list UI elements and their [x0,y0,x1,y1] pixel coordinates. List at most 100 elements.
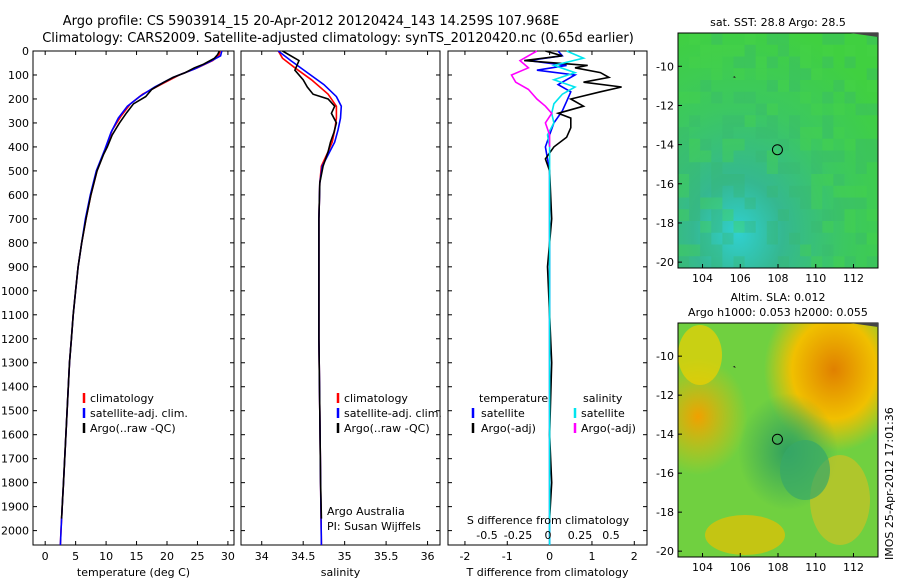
sst-pixel [833,103,845,116]
sst-pixel [722,127,734,139]
argo-position-marker [771,433,783,445]
sst-pixel [766,80,778,92]
legend-label: Argo(-adj) [581,422,636,435]
sst-pixel [833,256,845,268]
y-tick-label: 100 [8,69,29,82]
sst-pixel [766,56,778,69]
sst-pixel [722,150,734,163]
x-tick-label: 0 [546,550,553,563]
sst-pixel [822,244,834,257]
y-tick-label: -20 [656,545,674,558]
sst-pixel [855,185,867,198]
sst-pixel [789,185,801,198]
x-tick-label: 34.5 [291,550,316,563]
plot-frame [447,50,648,546]
sst-pixel [855,138,867,151]
sst-pixel [733,174,745,186]
sst-pixel [833,209,845,221]
sst-pixel [800,244,812,257]
sst-pixel [678,91,690,104]
x-axis-label: salinity [321,566,361,579]
x-tick-label: 110 [805,272,826,285]
x-tick-label: 10 [99,550,113,563]
sst-pixel [689,115,701,127]
sst-pixel [711,244,723,257]
sst-pixel [844,197,856,210]
sst-pixel [678,127,690,139]
y-tick-label: -10 [656,350,674,363]
sst-pixel [822,33,834,45]
sst-pixel [811,103,823,116]
y-tick-label: 1700 [1,453,29,466]
sst-pixel [844,185,856,198]
x-tick-label: 112 [843,272,864,285]
x-tick-label: 106 [730,561,751,574]
secondary-tick-label: -0.5 [476,529,497,542]
sst-pixel [711,44,723,57]
series-line [282,50,338,519]
x-tick-label: 15 [130,550,144,563]
sst-pixel [689,162,701,174]
plot-frame [240,50,441,546]
sst-pixel [800,68,812,80]
sst-pixel [744,33,756,45]
y-tick-label: 1300 [1,357,29,370]
sst-pixel [777,209,789,221]
y-tick-label: 0 [22,45,29,58]
sst-pixel [822,127,834,139]
argo-position-marker [771,144,783,156]
sst-pixel [866,138,878,151]
x-tick-label: 36 [421,550,435,563]
sst-pixel [678,209,690,221]
sst-pixel [700,244,712,257]
sst-pixel [844,209,856,221]
x-tick-label: 20 [160,550,174,563]
sst-pixel [733,91,745,104]
sst-pixel [822,221,834,233]
x-tick-label: 1 [588,550,595,563]
sst-pixel [866,232,878,245]
sst-pixel [822,115,834,127]
sst-pixel [711,197,723,210]
sst-pixel [733,68,745,80]
sst-pixel [766,221,778,233]
sst-pixel [744,197,756,210]
coast-mark [850,323,878,327]
sst-pixel [744,56,756,69]
sst-pixel [833,80,845,92]
sst-pixel [822,91,834,104]
sst-pixel [689,197,701,210]
legend-label: satellite [581,407,625,420]
sst-pixel [711,33,723,45]
legend-label: salinity [583,392,623,405]
sst-pixel [689,56,701,69]
sst-pixel [700,197,712,210]
sst-pixel [722,209,734,221]
sst-pixel [733,221,745,233]
x-tick-label: 112 [843,561,864,574]
sst-pixel [755,127,767,139]
y-tick-label: 500 [8,165,29,178]
sst-pixel [722,115,734,127]
sst-pixel [766,127,778,139]
y-tick-label: -14 [656,139,674,152]
map-title-line2: Argo h1000: 0.053 h2000: 0.055 [688,306,868,319]
x-tick-label: 35 [338,550,352,563]
y-tick-label: 1000 [1,285,29,298]
sst_map: sat. SST: 28.8 Argo: 28.5 104 106 108 110 112… [656,16,879,285]
sst-pixel [733,56,745,69]
sst-pixel [678,150,690,163]
sst-pixel [678,244,690,257]
sst-pixel [855,197,867,210]
y-tick-label: -12 [656,99,674,112]
sst-pixel [733,138,745,151]
sst-pixel [711,256,723,268]
sst-pixel [689,174,701,186]
y-tick-label: 1600 [1,429,29,442]
x-tick-label: 0 [42,550,49,563]
sst-pixel [789,68,801,80]
x-tick-label: 106 [730,272,751,285]
sst-pixel [800,91,812,104]
sst-pixel [689,33,701,45]
sst-pixel [733,44,745,57]
